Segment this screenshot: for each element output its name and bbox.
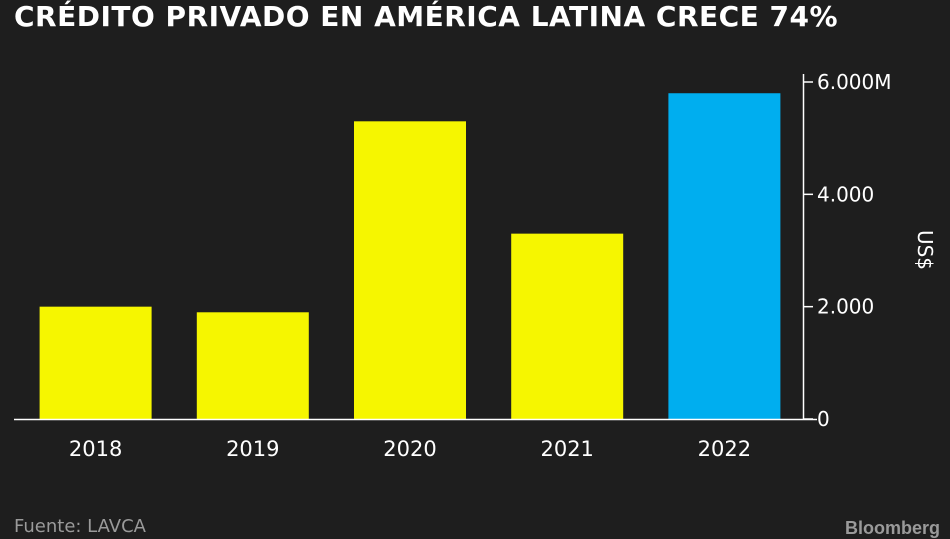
source-note: Fuente: LAVCA [14, 516, 146, 537]
x-tick-label-2022: 2022 [698, 437, 751, 461]
y-tick-label-4000: 4.000 [817, 182, 874, 206]
bar-2020 [354, 121, 466, 420]
bar-2022 [668, 93, 781, 419]
bar-2021 [511, 233, 624, 419]
y-tick-label-6000: 6.000M [817, 70, 892, 94]
y-tick-label-2000: 2.000 [817, 295, 874, 319]
bar-2019 [196, 312, 309, 419]
y-axis-label: US$ [913, 230, 937, 270]
bar-2018 [39, 306, 152, 419]
x-tick-label-2018: 2018 [69, 437, 122, 461]
y-tick-label-0: 0 [817, 407, 830, 431]
x-tick-label-2019: 2019 [226, 437, 279, 461]
x-tick-label-2020: 2020 [383, 437, 436, 461]
x-tick-label-2021: 2021 [540, 437, 593, 461]
chart-title: CRÉDITO PRIVADO EN AMÉRICA LATINA CRECE … [14, 0, 839, 33]
brand-logo: Bloomberg [844, 518, 940, 538]
